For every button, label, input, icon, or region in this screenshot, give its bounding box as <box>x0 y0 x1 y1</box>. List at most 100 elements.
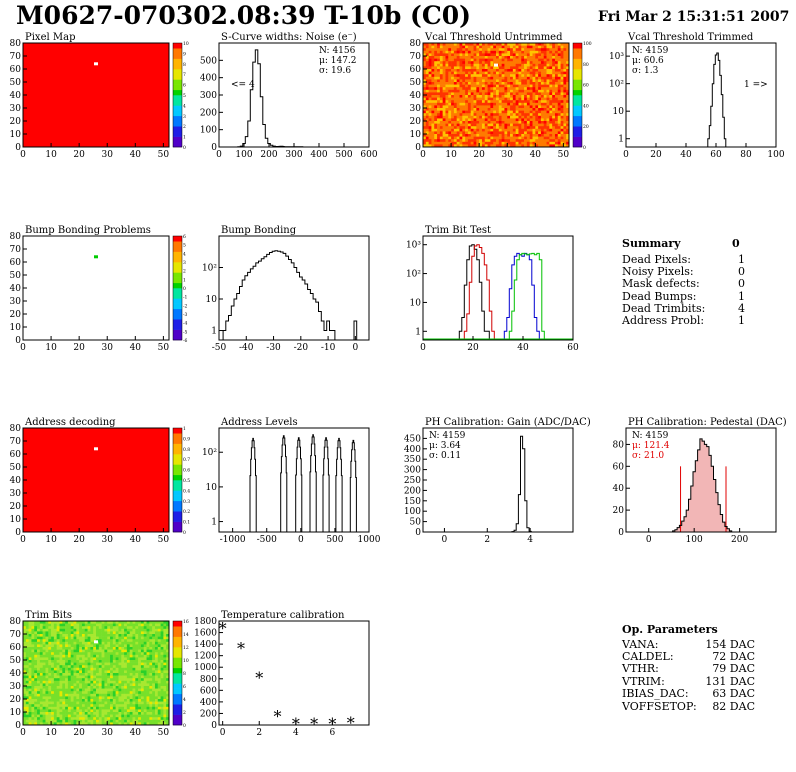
map-cell <box>70 712 74 715</box>
map-cell <box>563 134 567 137</box>
map-cell <box>535 102 539 106</box>
palette-swatch <box>573 79 582 85</box>
map-cell <box>146 657 150 661</box>
map-cell <box>28 660 32 663</box>
x-tick-label: 100 <box>767 150 784 160</box>
map-cell <box>560 92 564 96</box>
map-cell <box>566 123 570 127</box>
map-cell <box>96 686 100 689</box>
map-cell <box>149 665 153 669</box>
map-cell <box>163 680 167 684</box>
map-cell <box>101 660 105 663</box>
map-cell <box>445 48 449 52</box>
map-cell <box>459 128 463 132</box>
map-cell <box>546 128 550 132</box>
map-cell <box>535 66 539 70</box>
map-cell <box>73 670 77 674</box>
map-cell <box>470 100 474 104</box>
map-cell <box>126 712 130 715</box>
map-cell <box>76 688 80 692</box>
map-cell <box>121 657 125 661</box>
map-cell <box>160 670 164 674</box>
map-cell <box>70 631 74 635</box>
map-cell <box>498 100 502 104</box>
map-cell <box>496 56 500 59</box>
map-cell <box>51 644 55 648</box>
map-cell <box>39 657 43 661</box>
map-cell <box>479 66 483 70</box>
map-cell <box>152 665 156 669</box>
map-cell <box>512 118 516 122</box>
map-cell <box>425 89 429 93</box>
map-cell <box>84 652 88 656</box>
map-cell <box>451 45 455 49</box>
chart-ph-gain: PH Calibration: Gain (ADC/DAC)0 2 40501001… <box>404 417 591 545</box>
map-cell <box>535 53 539 57</box>
map-cell <box>442 50 446 54</box>
map-cell <box>48 714 52 718</box>
palette-swatch <box>573 126 582 132</box>
map-cell <box>552 108 556 111</box>
map-cell <box>456 58 460 62</box>
map-cell <box>53 675 57 679</box>
palette-swatch <box>173 141 182 148</box>
map-cell <box>431 113 435 117</box>
map-cell <box>546 48 550 52</box>
y-tick-label: 60 <box>410 65 422 75</box>
map-cell <box>453 84 457 88</box>
map-cell <box>425 139 429 143</box>
map-cell <box>566 131 570 135</box>
map-cell <box>515 95 519 98</box>
map-cell <box>493 69 497 72</box>
map-cell <box>104 678 108 682</box>
map-cell <box>490 63 494 67</box>
map-cell <box>129 696 133 700</box>
map-cell <box>143 686 147 689</box>
map-cell <box>48 683 52 687</box>
map-cell <box>118 631 122 635</box>
map-cell <box>479 134 483 137</box>
map-cell <box>135 699 139 702</box>
map-cell <box>484 102 488 106</box>
map-cell <box>87 652 91 656</box>
map-cell <box>428 74 432 78</box>
map-cell <box>526 92 530 96</box>
map-cell <box>73 662 77 666</box>
map-cell <box>140 717 145 721</box>
map-cell <box>554 63 559 67</box>
map-cell <box>96 662 100 666</box>
map-cell <box>453 121 457 124</box>
y-tick-label: 70 <box>10 52 22 62</box>
map-cell <box>431 74 435 78</box>
map-cell <box>53 647 57 650</box>
map-cell <box>25 706 29 710</box>
map-cell <box>143 709 147 713</box>
map-cell <box>532 118 536 122</box>
map-cell <box>101 701 105 705</box>
map-cell <box>501 61 505 65</box>
map-cell <box>524 139 528 143</box>
map-cell <box>510 102 514 106</box>
map-cell <box>73 675 77 679</box>
palette-swatch <box>573 105 582 111</box>
op-param-label: VTRIM: <box>621 675 665 688</box>
map-cell <box>96 660 100 663</box>
map-cell <box>90 722 94 726</box>
map-cell <box>138 665 142 669</box>
map-cell <box>143 623 147 627</box>
map-cell <box>557 56 561 59</box>
map-cell <box>51 626 55 630</box>
map-cell <box>59 634 63 637</box>
map-cell <box>138 714 142 718</box>
map-cell <box>112 683 116 687</box>
map-cell <box>154 712 159 715</box>
map-cell <box>56 706 60 710</box>
map-cell <box>138 678 142 682</box>
palette-swatch <box>173 511 182 517</box>
map-cell <box>67 649 72 653</box>
map-cell <box>126 628 130 632</box>
y-tick-label: 20 <box>10 695 22 705</box>
map-cell <box>138 717 142 721</box>
map-cell <box>501 131 505 135</box>
map-cell <box>25 621 29 624</box>
